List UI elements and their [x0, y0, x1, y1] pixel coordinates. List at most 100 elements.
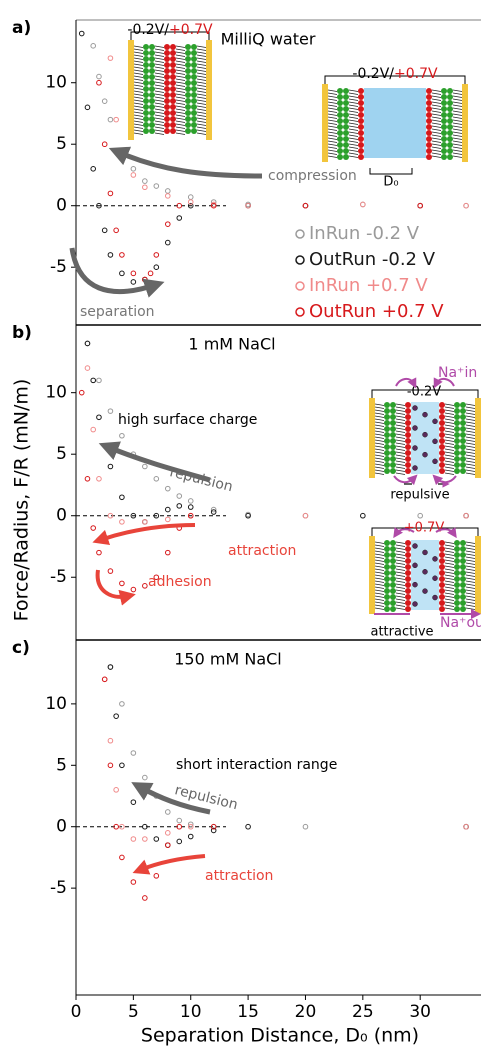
- lipid-tail: [134, 109, 143, 111]
- lipid-tail: [197, 118, 206, 120]
- lipid-tail: [466, 557, 475, 559]
- annotation: +0.7V: [404, 521, 445, 536]
- lipid-tail: [134, 100, 143, 102]
- lipid-tail: [432, 123, 441, 125]
- lipid-tail: [155, 52, 164, 54]
- lipid-head: [439, 594, 445, 600]
- lipid-tail: [197, 127, 206, 129]
- data-point: [131, 800, 136, 805]
- lipid-tail: [375, 599, 384, 601]
- lipid-head: [426, 112, 432, 118]
- lipid-head: [460, 588, 466, 594]
- lipid-tail: [197, 94, 206, 96]
- y-axis-label: Force/Radius, F/R (mN/m): [11, 379, 33, 622]
- ion: [433, 439, 438, 444]
- lipid-tail: [375, 422, 384, 424]
- data-point: [143, 464, 148, 469]
- lipid-tail: [375, 572, 384, 574]
- lipid-head: [358, 88, 364, 94]
- lipid-tail: [176, 76, 185, 78]
- lipid-head: [343, 136, 349, 142]
- data-point: [97, 477, 102, 482]
- lipid-tail: [349, 150, 358, 152]
- lipid-tail: [197, 103, 206, 105]
- lipid-tail: [155, 79, 164, 81]
- y-tick-label: 0: [56, 196, 67, 216]
- data-point: [165, 194, 170, 199]
- legend-label: InRun +0.7 V: [309, 275, 428, 296]
- lipid-head: [185, 98, 191, 104]
- lipid-tail: [375, 410, 384, 412]
- x-tick-label: 20: [295, 1002, 317, 1022]
- lipid-tail: [453, 135, 462, 137]
- lipid-head: [439, 540, 445, 546]
- lipid-head: [143, 86, 149, 92]
- lipid-head: [460, 420, 466, 426]
- lipid-tail: [466, 452, 475, 454]
- lipid-head: [143, 56, 149, 62]
- membrane-diagram: [369, 528, 481, 614]
- arrow: [140, 856, 205, 870]
- lipid-head: [447, 118, 453, 124]
- lipid-tail: [432, 90, 441, 92]
- data-point: [361, 202, 366, 207]
- lipid-tail: [197, 85, 206, 87]
- lipid-tail: [375, 551, 384, 553]
- lipid-tail: [445, 467, 454, 469]
- lipid-head: [149, 116, 155, 122]
- data-point: [120, 520, 125, 525]
- lipid-tail: [328, 120, 337, 122]
- lipid-head: [447, 100, 453, 106]
- lipid-head: [358, 124, 364, 130]
- data-point: [97, 415, 102, 420]
- lipid-head: [343, 100, 349, 106]
- lipid-tail: [432, 93, 441, 95]
- data-point: [464, 203, 469, 208]
- lipid-head: [460, 438, 466, 444]
- lipid-head: [143, 74, 149, 80]
- lipid-head: [384, 426, 390, 432]
- data-point: [188, 505, 193, 510]
- lipid-head: [164, 80, 170, 86]
- lipid-head: [343, 118, 349, 124]
- lipid-head: [405, 582, 411, 588]
- data-point: [91, 427, 96, 432]
- lipid-head: [185, 68, 191, 74]
- lipid-head: [170, 128, 176, 134]
- lipid-tail: [134, 67, 143, 69]
- lipid-tail: [445, 596, 454, 598]
- data-point: [148, 271, 153, 276]
- lipid-head: [343, 124, 349, 130]
- water-gap: [364, 88, 426, 158]
- lipid-head: [337, 88, 343, 94]
- lipid-tail: [432, 108, 441, 110]
- lipid-head: [337, 142, 343, 148]
- lipid-tail: [466, 545, 475, 547]
- lipid-tail: [396, 437, 405, 439]
- lipid-head: [143, 44, 149, 50]
- ion: [413, 582, 418, 587]
- lipid-head: [358, 94, 364, 100]
- ion: [433, 576, 438, 581]
- lipid-tail: [453, 120, 462, 122]
- ion: [423, 569, 428, 574]
- lipid-tail: [349, 117, 358, 119]
- x-tick-label: 0: [71, 1002, 82, 1022]
- lipid-tail: [432, 150, 441, 152]
- lipid-head: [454, 450, 460, 456]
- lipid-tail: [466, 599, 475, 601]
- lipid-head: [143, 80, 149, 86]
- lipid-tail: [134, 121, 143, 123]
- data-point: [120, 581, 125, 586]
- lipid-head: [170, 56, 176, 62]
- lipid-tail: [445, 422, 454, 424]
- lipid-tail: [134, 64, 143, 66]
- y-tick-label: 5: [56, 444, 67, 464]
- lipid-tail: [155, 127, 164, 129]
- lipid-tail: [466, 581, 475, 583]
- lipid-head: [384, 576, 390, 582]
- lipid-tail: [197, 97, 206, 99]
- panel-title: MilliQ water: [221, 30, 316, 49]
- legend-label: OutRun -0.2 V: [309, 249, 436, 270]
- lipid-tail: [349, 144, 358, 146]
